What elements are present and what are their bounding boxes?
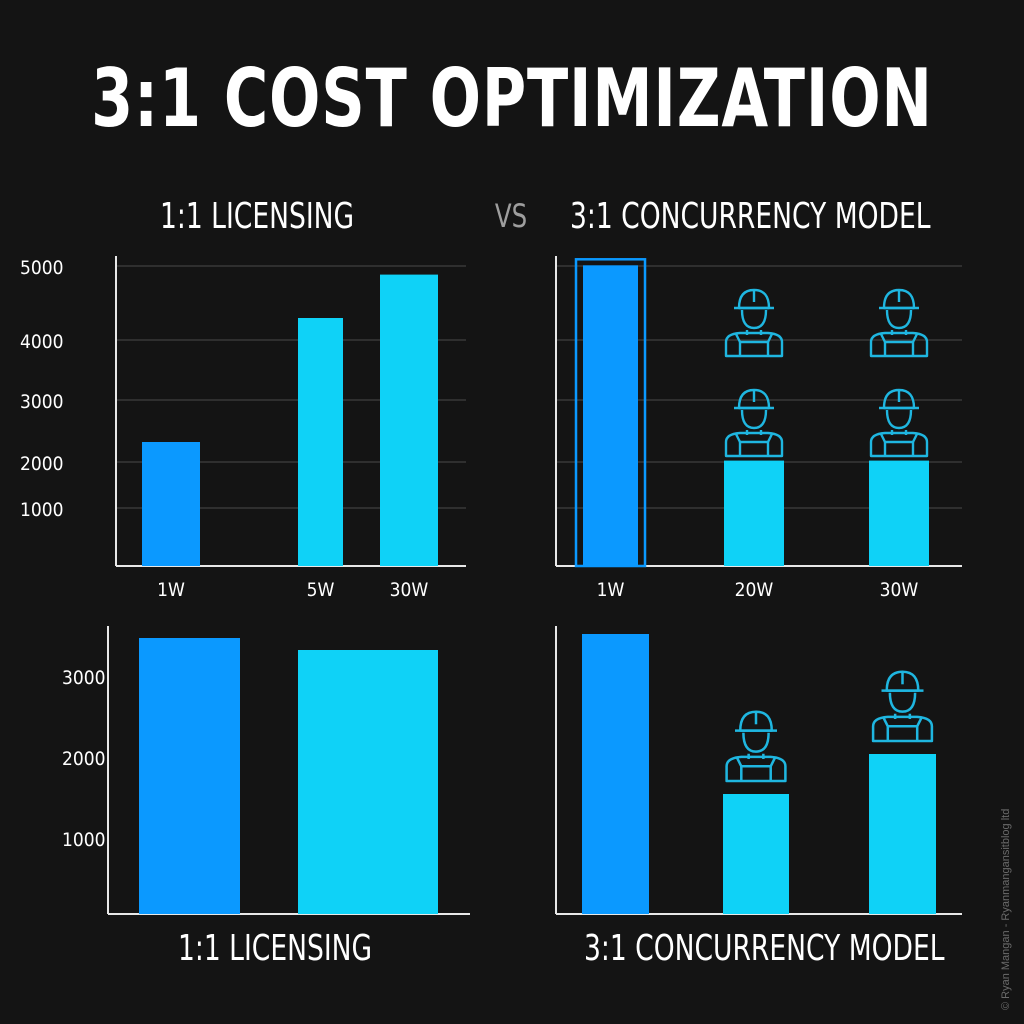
bar-bottom-right-2: [869, 754, 936, 914]
x-tick-label-top-right-0: 1W: [597, 579, 625, 601]
left-chart-heading: 1:1 LICENSING: [160, 196, 355, 237]
y-tick-label-top-left-2000: 2000: [20, 453, 64, 475]
y-tick-label-top-left-1000: 1000: [20, 499, 64, 521]
x-tick-label-top-left-1: 5W: [307, 579, 335, 601]
bar-top-right-1: [724, 460, 784, 566]
y-tick-label-top-left-4000: 4000: [20, 331, 64, 353]
worker-icon-top-right-1-1: [724, 288, 784, 358]
right-chart-heading: 3:1 CONCURRENCY MODEL: [570, 196, 931, 237]
bar-bottom-left-0: [139, 638, 240, 914]
bar-top-right-2: [869, 460, 929, 566]
y-tick-label-top-left-5000: 5000: [20, 257, 64, 279]
page-title: 3:1 COST OPTIMIZATION: [91, 52, 933, 145]
y-tick-label-top-left-3000: 3000: [20, 391, 64, 413]
worker-icon-top-right-2-1: [869, 288, 929, 358]
watermark: © Ryan Mangan - Ryanmangansitblog ltd: [1000, 808, 1012, 1010]
bar-top-left-1: [298, 318, 343, 566]
worker-icon-top-right-1-0: [724, 388, 784, 458]
bottom-right-label: 3:1 CONCURRENCY MODEL: [584, 928, 945, 969]
bar-bottom-right-0: [582, 634, 649, 914]
x-tick-label-top-left-2: 30W: [390, 579, 429, 601]
bar-top-right-0: [583, 265, 638, 566]
worker-icon-bottom-right-2-0: [871, 670, 934, 743]
worker-icon-top-right-2-0: [869, 388, 929, 458]
y-tick-label-bottom-left-3000: 3000: [62, 667, 106, 689]
bar-bottom-left-1: [298, 650, 438, 914]
y-tick-label-bottom-left-2000: 2000: [62, 748, 106, 770]
worker-icon-bottom-right-1-0: [725, 710, 787, 783]
vs-label: VS: [494, 197, 528, 235]
y-tick-label-bottom-left-1000: 1000: [62, 829, 106, 851]
bar-top-left-0: [142, 442, 200, 566]
bar-top-left-2: [380, 274, 438, 566]
x-tick-label-top-right-2: 30W: [880, 579, 919, 601]
bottom-left-label: 1:1 LICENSING: [178, 928, 373, 969]
x-tick-label-top-left-0: 1W: [157, 579, 185, 601]
x-tick-label-top-right-1: 20W: [735, 579, 774, 601]
bar-bottom-right-1: [723, 794, 789, 914]
